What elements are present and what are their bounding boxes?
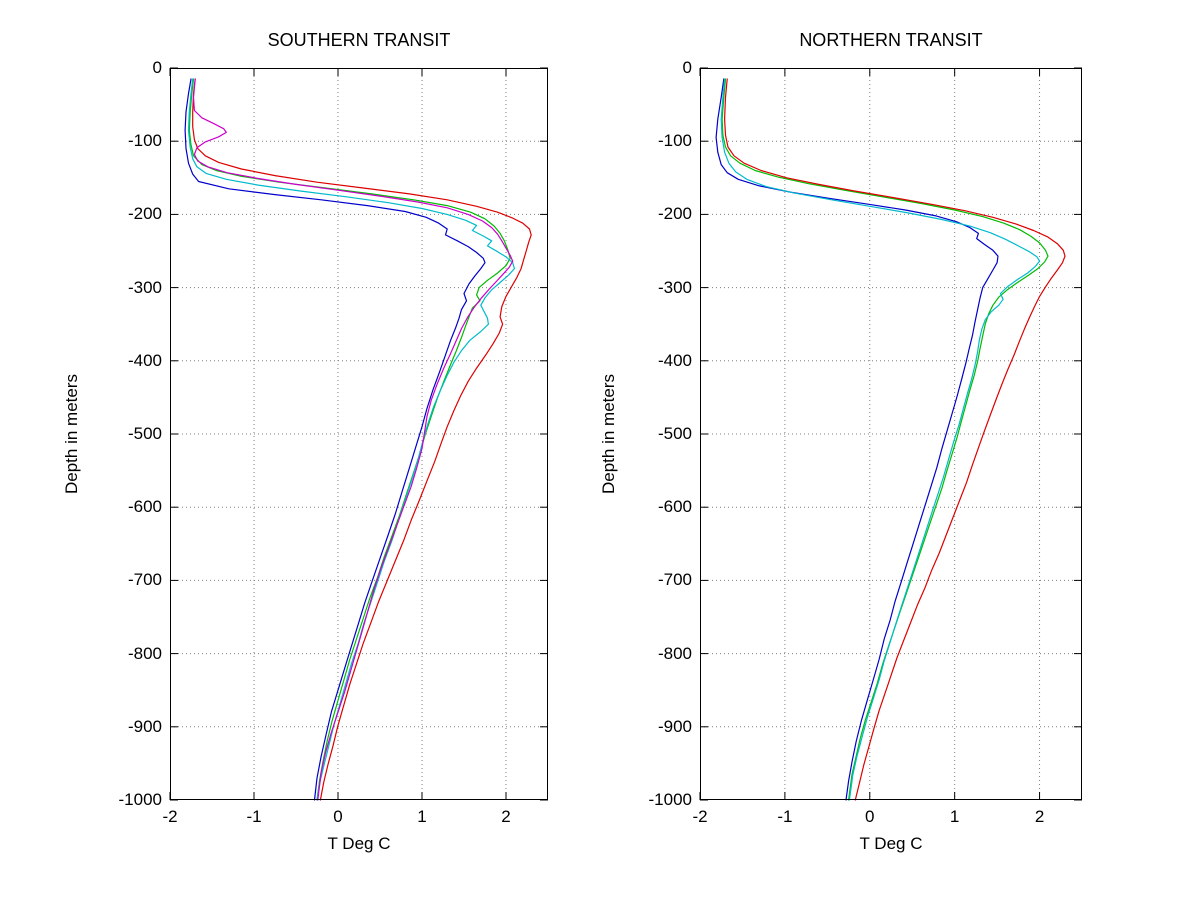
x-tick-label: -2 <box>692 807 708 826</box>
northern-x-axis-label: T Deg C <box>859 834 923 853</box>
y-tick-label: -800 <box>127 643 162 663</box>
profile-green-line <box>188 78 511 801</box>
profile-magenta-line <box>192 78 514 801</box>
x-tick-label: -1 <box>777 807 793 826</box>
axes-frame <box>700 68 1082 800</box>
y-tick-label: -200 <box>657 204 692 224</box>
y-tick-label: 0 <box>152 58 162 77</box>
profile-blue-line <box>184 78 486 801</box>
y-tick-label: -400 <box>657 350 692 370</box>
y-tick-label: -600 <box>657 497 692 517</box>
y-tick-label: -400 <box>127 350 162 370</box>
profile-cyan-line <box>720 78 1041 801</box>
x-tick-label: 1 <box>417 807 427 826</box>
y-tick-label: -100 <box>657 131 692 151</box>
x-tick-label: -2 <box>162 807 178 826</box>
x-tick-label: 0 <box>333 807 343 826</box>
y-tick-label: -500 <box>657 424 692 443</box>
y-tick-label: -900 <box>127 716 162 736</box>
y-tick-label: -500 <box>127 424 162 443</box>
southern-transit-title: SOUTHERN TRANSIT <box>267 30 451 50</box>
southern-transit-plot <box>169 67 548 801</box>
x-tick-label: -1 <box>246 807 262 826</box>
northern-transit-title: NORTHERN TRANSIT <box>799 30 983 50</box>
y-tick-label: -700 <box>657 570 692 590</box>
profile-blue-line <box>715 78 999 801</box>
northern-y-axis-label: Depth in meters <box>599 374 618 494</box>
x-tick-label: 0 <box>865 807 875 826</box>
y-tick-label: -600 <box>127 497 162 517</box>
profile-red-line <box>724 78 1066 801</box>
y-tick-label: -200 <box>127 204 162 224</box>
southern-x-axis-label: T Deg C <box>327 834 391 853</box>
northern-transit-plot <box>699 67 1082 801</box>
y-tick-label: -700 <box>127 570 162 590</box>
axes-frame <box>170 68 548 800</box>
x-tick-label: 1 <box>949 807 960 826</box>
y-tick-label: -900 <box>657 716 692 736</box>
y-tick-label: -1000 <box>118 790 162 809</box>
y-tick-label: 0 <box>682 58 692 77</box>
y-tick-label: -300 <box>127 277 162 297</box>
x-tick-label: 2 <box>501 807 511 826</box>
y-tick-label: -800 <box>657 643 692 663</box>
profile-cyan-line <box>187 78 515 801</box>
profile-red-line <box>192 78 532 801</box>
southern-y-axis-label: Depth in meters <box>62 374 81 494</box>
y-tick-label: -300 <box>657 277 692 297</box>
y-tick-label: -100 <box>127 131 162 151</box>
x-tick-label: 2 <box>1034 807 1045 826</box>
y-tick-label: -1000 <box>648 790 692 809</box>
